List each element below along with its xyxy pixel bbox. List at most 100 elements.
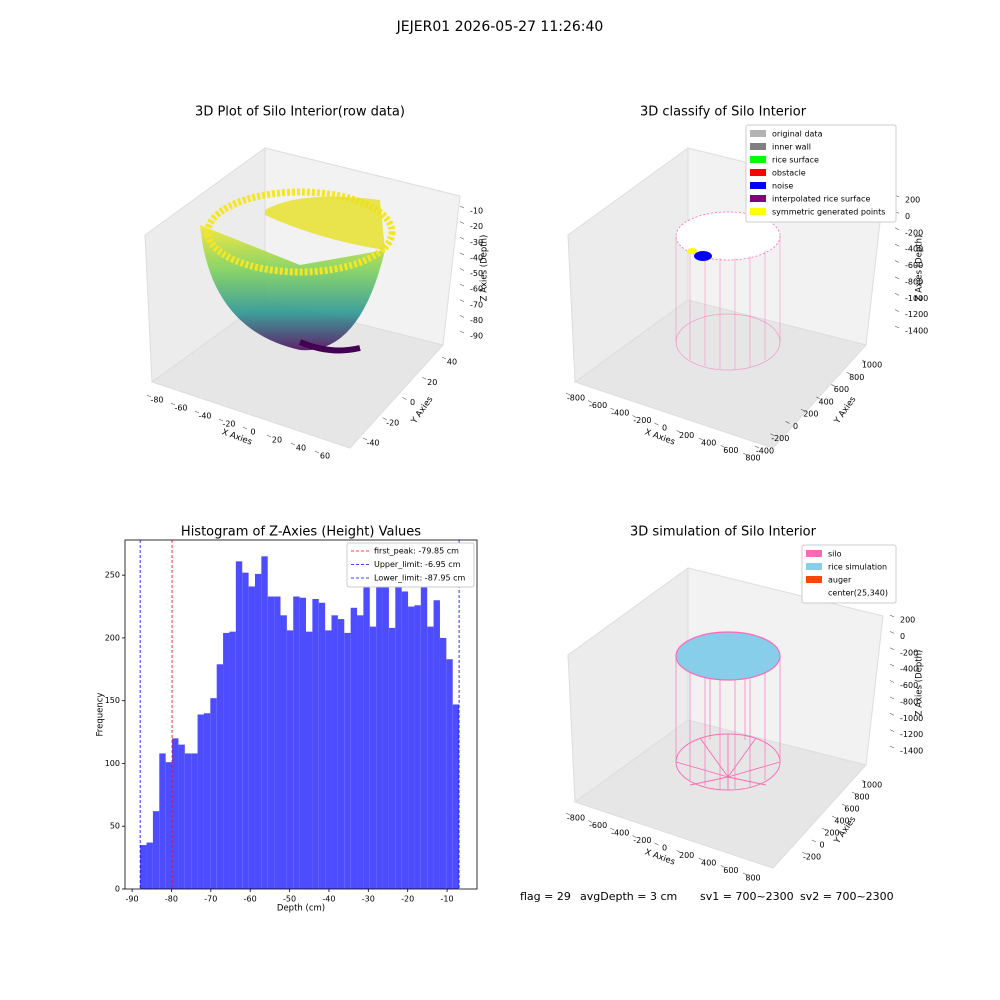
legend-swatch	[750, 169, 766, 176]
tick-label: -1200	[905, 310, 928, 319]
tick-mark	[889, 647, 895, 651]
tick-label: 200	[803, 410, 818, 419]
bar	[152, 811, 160, 889]
tick-mark	[894, 276, 900, 280]
tick-mark	[889, 663, 895, 667]
tick-mark	[742, 872, 748, 876]
tick-label: 200	[900, 616, 915, 625]
legend-label: symmetric generated points	[772, 208, 885, 217]
bar	[286, 630, 294, 889]
tick-label: -800	[567, 394, 585, 403]
tick-label: -200	[803, 853, 821, 862]
footer-text: flag = 29	[520, 890, 571, 903]
tick-label: 400	[819, 397, 834, 406]
legend-swatch	[750, 156, 766, 163]
legend-label: Lower_limit: -87.95 cm	[374, 574, 466, 583]
footer-text: avgDepth = 3 cm	[580, 890, 677, 903]
x-axis-label: X Axies	[220, 427, 253, 447]
tick-label: -40	[470, 253, 483, 262]
tick-label: -40	[366, 439, 379, 448]
bar	[452, 704, 460, 889]
legend-swatch	[750, 208, 766, 215]
tick-label: -20	[386, 418, 399, 427]
tick-mark	[841, 803, 847, 807]
tick-label: 0	[905, 212, 910, 221]
bar	[433, 600, 440, 889]
bar	[140, 845, 147, 889]
bar	[159, 753, 166, 889]
tick-mark	[889, 631, 895, 634]
bar	[146, 842, 153, 889]
x-tick-label: -30	[362, 895, 375, 904]
tick-label: -20	[222, 420, 235, 429]
footer-text: sv1 = 700~2300	[700, 890, 794, 903]
tick-mark	[654, 422, 659, 426]
legend-label: rice simulation	[828, 563, 887, 572]
tick-mark	[676, 430, 681, 433]
bar	[312, 599, 319, 889]
x-axis-label: X Axies	[643, 847, 676, 867]
legend-swatch	[806, 550, 822, 557]
tick-label: -600	[900, 681, 918, 690]
tick-mark	[754, 445, 760, 449]
tick-mark	[194, 410, 200, 414]
tick-label: 0	[410, 398, 415, 407]
tick-label: 600	[834, 385, 849, 394]
axis-pane	[567, 147, 689, 383]
x-tick-label: -40	[322, 895, 335, 904]
footer: flag = 29 avgDepth = 3 cm sv1 = 700~2300…	[520, 890, 894, 903]
tick-mark	[459, 299, 465, 303]
tick-label: -80	[470, 316, 483, 325]
tick-label: -200	[900, 648, 918, 657]
tick-mark	[811, 839, 817, 843]
tick-label: -70	[470, 300, 483, 309]
tick-mark	[742, 452, 748, 456]
decor-simulation	[675, 631, 781, 791]
panel-title: Histogram of Z-Axies (Height) Values	[181, 525, 421, 540]
x-tick-label: -60	[244, 895, 257, 904]
tick-mark	[459, 221, 465, 224]
tick-mark	[800, 408, 805, 412]
figure-title: JEJER01 2026-05-27 11:26:40	[396, 19, 604, 35]
bar	[178, 744, 185, 889]
tick-mark	[459, 236, 465, 240]
tick-label: 20	[272, 436, 282, 445]
tick-label: -30	[470, 238, 483, 247]
tick-mark	[894, 260, 900, 263]
bar	[293, 596, 300, 889]
tick-label: 800	[745, 454, 760, 463]
tick-mark	[889, 712, 895, 716]
tick-mark	[889, 729, 895, 732]
tick-mark	[889, 614, 895, 618]
tick-mark	[720, 445, 726, 448]
bar	[165, 762, 173, 889]
legend-label: silo	[828, 550, 842, 559]
tick-mark	[698, 437, 703, 441]
tick-label: 200	[679, 431, 694, 440]
legend-label: inner wall	[772, 143, 811, 152]
tick-mark	[587, 820, 593, 823]
tick-mark	[610, 407, 615, 411]
tick-label: -800	[567, 814, 585, 823]
tick-mark	[422, 376, 427, 380]
x-tick-label: -90	[126, 895, 139, 904]
legend-swatch	[806, 576, 822, 583]
bar	[229, 631, 236, 889]
bar	[439, 637, 447, 889]
legend-label: original data	[772, 130, 823, 139]
bar	[369, 626, 377, 889]
bar	[242, 572, 249, 889]
tick-label: -40	[198, 412, 211, 421]
tick-mark	[894, 227, 900, 231]
bar	[337, 619, 345, 889]
tick-mark	[290, 442, 296, 446]
tick-mark	[362, 437, 368, 441]
tick-mark	[402, 397, 407, 400]
tick-mark	[459, 252, 465, 256]
legend-swatch	[750, 130, 766, 137]
tick-mark	[218, 418, 224, 422]
tick-label: 1000	[862, 781, 882, 790]
tick-mark	[894, 309, 900, 312]
x-tick-label: -80	[165, 895, 178, 904]
